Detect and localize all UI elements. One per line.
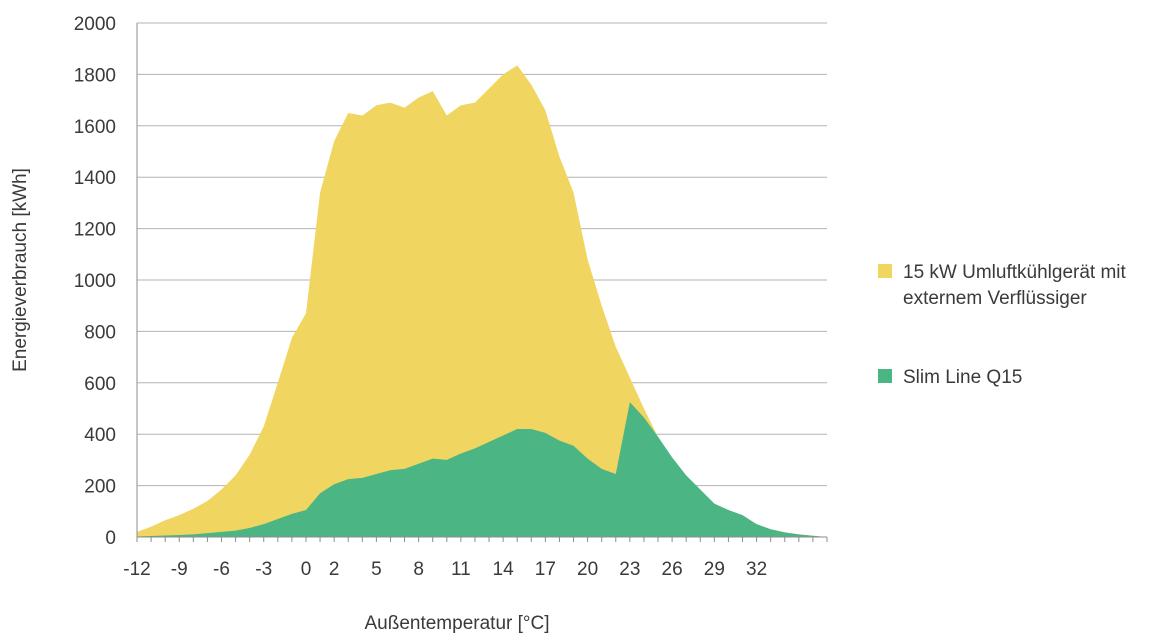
x-tick-label: 29 — [704, 559, 725, 580]
y-tick-label: 1000 — [74, 271, 116, 292]
chart-areas — [137, 65, 827, 537]
y-tick-label: 200 — [84, 477, 116, 498]
x-tick-label: 14 — [493, 559, 515, 580]
x-tick-label: 0 — [301, 559, 312, 580]
y-tick-label: 1600 — [74, 117, 116, 138]
x-tick-label: 2 — [329, 559, 340, 580]
x-tick-label: 8 — [413, 559, 424, 580]
legend: 15 kW Umluftkühlgerät mit externem Verflü… — [878, 262, 1127, 388]
x-tick-label: -12 — [123, 559, 150, 580]
y-axis-label: Energieverbrauch [kWh] — [10, 168, 31, 372]
series-area-1 — [137, 65, 827, 537]
series-area-2 — [137, 402, 827, 537]
x-tick-label: 11 — [451, 559, 471, 580]
y-tick-label: 800 — [84, 322, 116, 343]
x-tick-label: 17 — [535, 559, 556, 580]
y-tick-label: 0 — [105, 528, 116, 549]
y-tick-labels: 0 200 400 600 800 1000 1200 1400 1600 1800 2000 — [74, 14, 116, 549]
legend-swatch-1 — [878, 264, 892, 278]
y-tick-label: 1400 — [74, 168, 116, 189]
x-tick-label: 5 — [371, 559, 382, 580]
x-tick-labels: -12 -9 -6 -3 0 2 5 8 11 14 17 20 23 26 29 32 — [123, 559, 767, 580]
x-tick-label: -9 — [171, 559, 188, 580]
x-tick-label: 20 — [577, 559, 598, 580]
x-axis-label: Außentemperatur [°C] — [364, 613, 549, 634]
x-tick-label: -6 — [213, 559, 230, 580]
axes — [136, 23, 828, 542]
y-tick-label: 2000 — [74, 14, 116, 35]
y-tick-label: 1200 — [74, 220, 116, 241]
y-tick-label: 1800 — [74, 65, 116, 86]
legend-swatch-2 — [878, 369, 892, 383]
y-tick-label: 400 — [84, 425, 116, 446]
legend-label-1: 15 kW Umluftkühlgerät mit externem Verflü… — [903, 262, 1127, 309]
legend-label-2: Slim Line Q15 — [903, 367, 1022, 388]
y-tick-label: 600 — [84, 374, 116, 395]
x-tick-label: 26 — [662, 559, 683, 580]
x-tick-label: 32 — [746, 559, 767, 580]
x-tick-label: -3 — [255, 559, 272, 580]
x-tick-label: 23 — [619, 559, 640, 580]
